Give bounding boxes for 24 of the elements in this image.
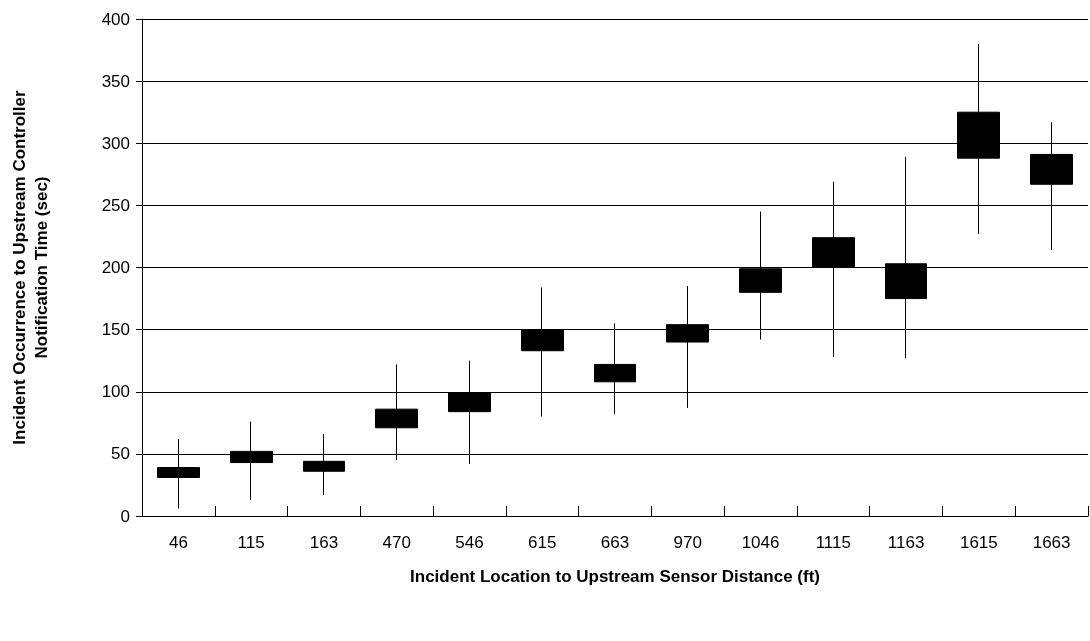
- x-tick-label: 1046: [741, 533, 780, 552]
- x-tick-label: 1163: [887, 533, 925, 552]
- y-tick-label: 300: [101, 133, 130, 153]
- y-tick-label: 400: [101, 9, 130, 29]
- x-tick-label: 663: [600, 533, 630, 552]
- y-tick-label: 50: [111, 444, 130, 464]
- y-axis-title: Incident Occurrence to Upstream Controller Notification Time (sec): [9, 90, 51, 445]
- x-tick-label: 1663: [1032, 533, 1071, 552]
- y-tick-label: 350: [101, 71, 130, 91]
- x-tick-label: 1115: [815, 533, 851, 552]
- y-tick-label: 150: [101, 320, 130, 340]
- y-tick-label: 200: [101, 258, 130, 277]
- x-axis-title: Incident Location to Upstream Sensor Distance (ft): [410, 567, 820, 586]
- x-tick-label: 546: [455, 533, 484, 552]
- y-tick-label: 100: [101, 382, 130, 402]
- x-tick-label: 163: [309, 533, 339, 552]
- y-tick-label: 250: [101, 195, 130, 215]
- x-tick-label: 1615: [959, 533, 998, 552]
- x-tick-label: 46: [168, 533, 188, 552]
- x-tick-label: 470: [382, 533, 411, 552]
- y-tick-label: 0: [120, 506, 130, 526]
- x-tick-label: 615: [528, 533, 557, 552]
- x-tick-label: 970: [673, 533, 702, 552]
- x-tick-label: 115: [237, 533, 265, 552]
